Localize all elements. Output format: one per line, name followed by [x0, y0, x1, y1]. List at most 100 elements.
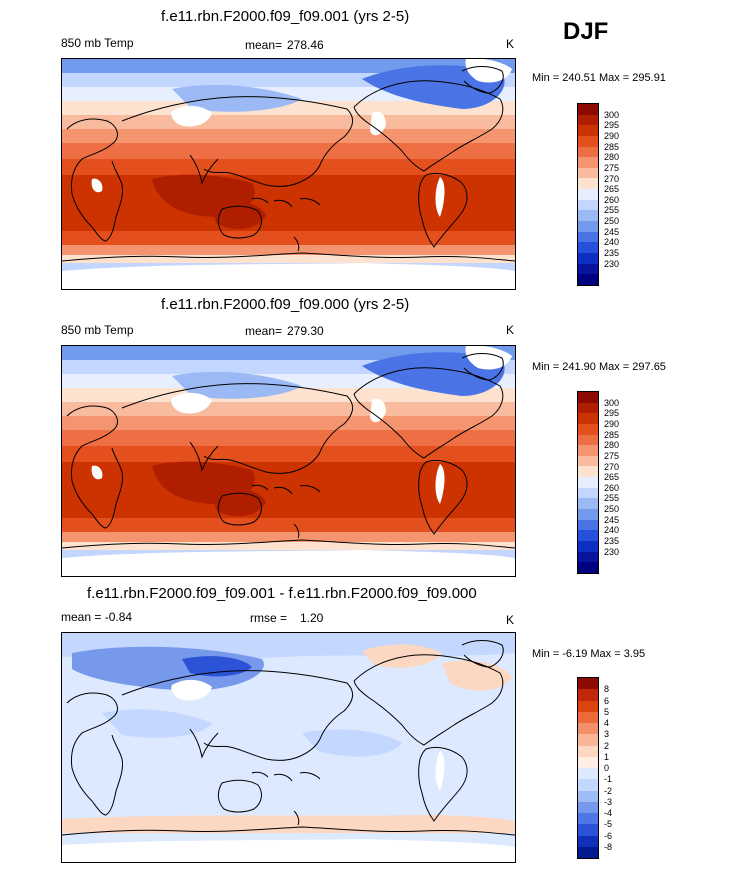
- colorbar-swatch: [578, 477, 598, 488]
- colorbar-swatch: [578, 745, 598, 757]
- colorbar-tick-label: 240: [604, 525, 620, 536]
- colorbar-tick-label: 285: [604, 141, 620, 152]
- panel1-variable-label: 850 mb Temp: [61, 36, 134, 50]
- colorbar-swatch: [578, 210, 598, 222]
- panel3-title: f.e11.rbn.F2000.f09_f09.001 - f.e11.rbn.…: [87, 585, 477, 602]
- colorbar-swatch: [578, 274, 598, 285]
- rockies-missing: [370, 398, 386, 423]
- southern-midlatitude-band: [62, 532, 515, 542]
- panel2-map: [61, 345, 516, 577]
- colorbar-swatch: [578, 700, 598, 712]
- colorbar-tick-label: 290: [604, 130, 620, 141]
- colorbar-swatch: [578, 824, 598, 836]
- colorbar-tick-label: 1: [604, 751, 610, 762]
- colorbar-tick-label: 295: [604, 408, 620, 419]
- colorbar-swatch: [578, 498, 598, 510]
- colorbar-swatch: [578, 723, 598, 735]
- panel3-range: Min = -6.19 Max = 3.95: [532, 648, 646, 660]
- panel3-map: [61, 632, 516, 863]
- colorbar-tick-label: 300: [604, 397, 620, 408]
- panel3-mean-text: mean = -0.84: [61, 610, 133, 624]
- tropical-band: [62, 446, 515, 462]
- subtropical-band: [62, 143, 515, 159]
- panel1-colorbar: 300 295 290 285 280 275 270 265 260 255 250 245 240 2…: [577, 103, 619, 286]
- colorbar-swatch: [578, 231, 598, 243]
- colorbar-tick-label: 255: [604, 205, 620, 216]
- panel1-title: f.e11.rbn.F2000.f09_f09.001 (yrs 2-5): [161, 8, 410, 25]
- atlantic-warm-anomaly: [442, 660, 512, 691]
- antarctica-missing: [62, 263, 515, 289]
- colorbar-swatch: [578, 114, 598, 126]
- colorbar-swatch: [578, 466, 598, 478]
- midlatitude-band: [62, 115, 515, 129]
- andes-missing: [435, 751, 445, 791]
- colorbar-tick-label: 280: [604, 440, 620, 451]
- colorbar-swatch: [578, 455, 598, 467]
- panel3-rmse-value: 1.20: [300, 611, 324, 625]
- colorbar-swatch: [578, 689, 598, 701]
- colorbar-swatch: [578, 157, 598, 168]
- colorbar-tick-label: 230: [604, 258, 620, 269]
- colorbar-tick-label: 0: [604, 763, 610, 773]
- colorbar-tick-label: -8: [604, 841, 613, 852]
- colorbar-swatch: [578, 790, 598, 802]
- coastlines: [62, 640, 515, 836]
- panel2-mean-label: mean=: [245, 324, 283, 338]
- southern-ocean-band: [62, 255, 515, 263]
- colorbar-swatch: [578, 402, 598, 414]
- panel1-mean-label: mean=: [245, 38, 283, 52]
- colorbar-swatch: [578, 178, 598, 190]
- panel2-units: K: [506, 323, 515, 337]
- colorbar-tick-label: -1: [604, 774, 613, 785]
- colorbar-tick-label: 255: [604, 493, 620, 504]
- colorbar-tick-label: 245: [604, 226, 620, 237]
- colorbar-swatch: [578, 562, 598, 573]
- arctic-cold-region: [362, 65, 505, 109]
- panel1-units: K: [506, 37, 515, 51]
- colorbar-tick-label: 295: [604, 120, 620, 131]
- colorbar-swatch: [578, 540, 598, 552]
- colorbar-swatch: [578, 846, 598, 858]
- panel1-mean-value: 278.46: [287, 38, 324, 52]
- colorbar-swatch: [578, 135, 598, 147]
- tibet-missing: [171, 105, 212, 127]
- southern-subtropical-band: [62, 231, 515, 245]
- colorbar-swatch: [578, 487, 598, 499]
- colorbar-tick-label: 285: [604, 429, 620, 440]
- greenland-missing: [465, 346, 512, 370]
- subtropical-band: [62, 416, 515, 430]
- colorbar-tick-label: 235: [604, 536, 620, 547]
- panel1-range: Min = 240.51 Max = 295.91: [532, 72, 666, 84]
- colorbar-swatch: [578, 189, 598, 200]
- colorbar-swatch: [578, 221, 598, 232]
- colorbar-swatch: [578, 519, 598, 531]
- season-label: DJF: [563, 18, 609, 45]
- colorbar-swatch: [578, 104, 598, 115]
- panel2-title: f.e11.rbn.F2000.f09_f09.000 (yrs 2-5): [161, 296, 410, 313]
- colorbar-tick-label: 275: [604, 450, 620, 461]
- colorbar-tick-label: 275: [604, 162, 620, 173]
- colorbar-tick-label: 250: [604, 216, 620, 227]
- colorbar-swatch: [578, 146, 598, 158]
- tibet-missing: [171, 679, 212, 701]
- panel2-variable-label: 850 mb Temp: [61, 323, 134, 337]
- colorbar-tick-label: 270: [604, 461, 620, 472]
- colorbar-tick-label: 260: [604, 482, 620, 493]
- tropics-cool-anomaly: [102, 709, 212, 738]
- colorbar-tick-label: -4: [604, 808, 613, 818]
- colorbar-tick-label: 290: [604, 418, 620, 429]
- colorbar-tick-label: -5: [604, 819, 613, 830]
- colorbar-swatch: [578, 678, 598, 690]
- colorbar-tick-label: 270: [604, 173, 620, 184]
- southern-midlatitude-band: [62, 245, 515, 255]
- coastlines: [62, 353, 515, 549]
- colorbar-swatch: [578, 167, 598, 179]
- colorbar-swatch: [578, 423, 598, 435]
- africa-highlands-missing: [91, 465, 103, 480]
- tropical-band: [62, 159, 515, 175]
- southern-subtropical-band: [62, 518, 515, 532]
- colorbar-swatch: [578, 125, 598, 136]
- colorbar-swatch: [578, 434, 598, 446]
- colorbar-tick-label: 300: [604, 109, 620, 120]
- colorbar-swatch: [578, 413, 598, 424]
